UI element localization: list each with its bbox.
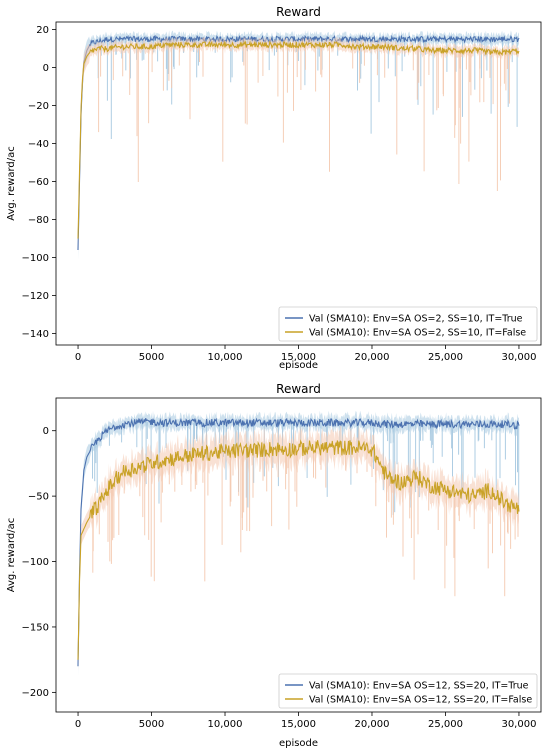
y-tick-label: −80 <box>28 215 49 226</box>
confidence-band-1 <box>78 30 519 260</box>
y-tick-label: −150 <box>22 622 49 633</box>
x-axis-label: episode <box>279 738 318 749</box>
x-tick-label: 25,000 <box>428 352 463 363</box>
x-tick-label: 10,000 <box>208 719 243 730</box>
y-tick-label: −50 <box>28 492 49 503</box>
x-tick-label: 20,000 <box>354 719 389 730</box>
legend: Val (SMA10): Env=SA OS=2, SS=10, IT=True… <box>278 306 538 342</box>
legend-entry-1: Val (SMA10): Env=SA OS=12, SS=20, IT=Tru… <box>309 681 529 692</box>
legend: Val (SMA10): Env=SA OS=12, SS=20, IT=Tru… <box>278 673 538 709</box>
legend-entry-2: Val (SMA10): Env=SA OS=2, SS=10, IT=Fals… <box>309 328 526 339</box>
y-tick-label: 0 <box>43 63 49 74</box>
legend-box <box>278 306 538 342</box>
confidence-band-2 <box>78 36 519 249</box>
plot-frame <box>55 21 542 346</box>
x-tick-label: 15,000 <box>281 352 316 363</box>
x-tick-label: 25,000 <box>428 719 463 730</box>
chart-title: Reward <box>276 5 321 19</box>
y-tick-label: 20 <box>36 25 49 36</box>
y-tick-label: −100 <box>22 253 49 264</box>
chart-title: Reward <box>276 382 321 396</box>
y-axis-label: Avg. reward/ac <box>6 518 17 593</box>
y-tick-label: −20 <box>28 101 49 112</box>
x-tick-label: 30,000 <box>501 719 536 730</box>
x-tick-label: 0 <box>75 719 81 730</box>
y-tick-label: −40 <box>28 139 49 150</box>
x-tick-label: 20,000 <box>354 352 389 363</box>
x-tick-label: 5000 <box>139 719 164 730</box>
series-line-1 <box>77 417 520 667</box>
series-line-1 <box>77 34 520 251</box>
y-tick-label: −200 <box>22 688 49 699</box>
y-tick-label: −120 <box>22 291 49 302</box>
y-tick-label: −100 <box>22 557 49 568</box>
legend-entry-1: Val (SMA10): Env=SA OS=2, SS=10, IT=True <box>309 314 523 325</box>
plot-area <box>77 30 520 260</box>
y-axis-label: Avg. reward/ac <box>6 146 17 221</box>
chart-panel-1: 0 5000 10,000 15,000 20,000 25,000 30,000 20 0 −2… <box>6 5 542 371</box>
x-tick-label: 0 <box>75 352 81 363</box>
x-tick-label: 30,000 <box>501 352 536 363</box>
series-line-2 <box>77 439 520 660</box>
y-tick-label: 0 <box>43 426 49 437</box>
x-tick-label: 10,000 <box>208 352 243 363</box>
x-tick-label: 15,000 <box>281 719 316 730</box>
legend-entry-2: Val (SMA10): Env=SA OS=12, SS=20, IT=Fal… <box>309 695 532 706</box>
legend-box <box>278 673 538 709</box>
confidence-band-2 <box>78 423 519 670</box>
x-axis-label: episode <box>279 360 318 371</box>
reward-spikes-2 <box>98 44 510 191</box>
y-tick-label: −60 <box>28 177 49 188</box>
chart-panel-2: 0 5000 10,000 15,000 20,000 25,000 30,000 0 −50 −… <box>6 382 542 749</box>
y-tick-label: −140 <box>22 329 49 340</box>
x-tick-label: 5000 <box>139 352 164 363</box>
series-line-2 <box>77 40 520 239</box>
plot-area <box>77 410 520 676</box>
